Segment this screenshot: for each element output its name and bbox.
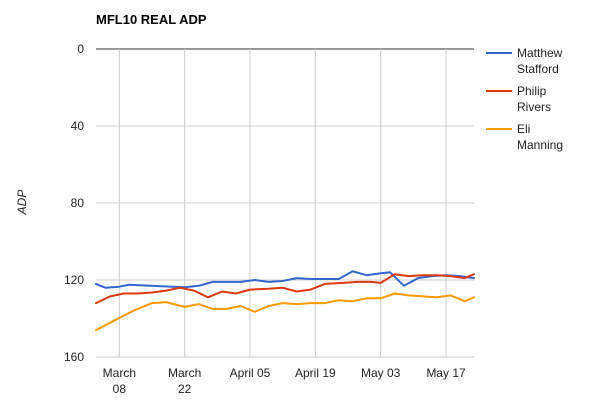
legend-label: Philip (517, 84, 547, 98)
y-tick-label: 0 (77, 42, 84, 56)
legend-label: Rivers (517, 100, 551, 114)
chart-title: MFL10 REAL ADP (96, 12, 207, 27)
x-tick-label: March (103, 366, 136, 380)
y-tick-label: 120 (64, 273, 84, 287)
x-tick-label: May 17 (426, 366, 466, 380)
x-tick-label: March (168, 366, 201, 380)
x-axis-ticks: March 08 March 22 April 05 April 19 May 03 May … (103, 366, 466, 396)
legend-label: Matthew (517, 46, 563, 60)
legend-label: Manning (517, 138, 563, 152)
x-tick-label: May 03 (361, 366, 401, 380)
series-line-matthew-stafford (95, 270, 475, 289)
y-tick-label: 80 (71, 196, 85, 210)
legend[interactable]: Matthew Stafford Philip Rivers Eli Manning (486, 46, 563, 152)
legend-item-eli-manning[interactable]: Eli Manning (486, 122, 563, 152)
y-axis-ticks: 0 40 80 120 160 (64, 42, 84, 364)
x-tick-label-line2: 08 (113, 382, 127, 396)
series-line-eli-manning (95, 292, 475, 332)
x-tick-label-line2: 22 (178, 382, 192, 396)
x-tick-label: April 05 (230, 366, 271, 380)
series-line-philip-rivers (95, 273, 475, 305)
gridlines (96, 48, 474, 358)
series-lines (95, 270, 475, 332)
y-tick-label: 40 (71, 119, 85, 133)
legend-label: Stafford (517, 62, 559, 76)
legend-item-philip-rivers[interactable]: Philip Rivers (486, 84, 551, 114)
y-tick-label: 160 (64, 350, 84, 364)
legend-label: Eli (517, 122, 530, 136)
y-axis-label: ADP (15, 190, 29, 216)
legend-item-matthew-stafford[interactable]: Matthew Stafford (486, 46, 563, 76)
x-tick-label: April 19 (295, 366, 336, 380)
